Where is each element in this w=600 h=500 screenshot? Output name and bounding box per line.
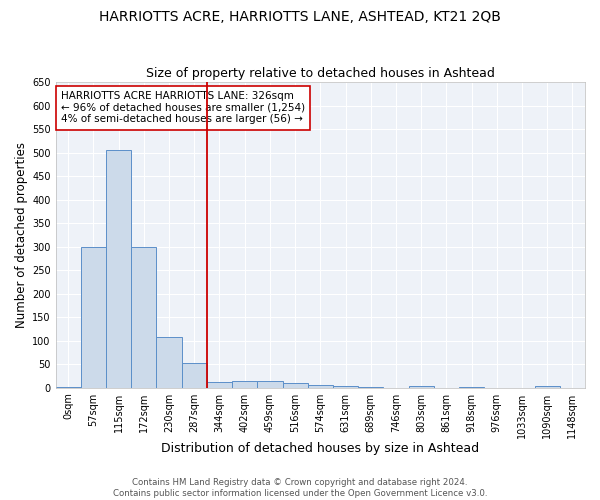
Bar [131, 246, 157, 388]
X-axis label: Distribution of detached houses by size in Ashtead: Distribution of detached houses by size … [161, 442, 479, 455]
Bar [459, 387, 484, 388]
Bar [81, 246, 106, 388]
Bar [535, 386, 560, 388]
Y-axis label: Number of detached properties: Number of detached properties [15, 142, 28, 328]
Bar [207, 382, 232, 388]
Bar [257, 381, 283, 388]
Text: HARRIOTTS ACRE, HARRIOTTS LANE, ASHTEAD, KT21 2QB: HARRIOTTS ACRE, HARRIOTTS LANE, ASHTEAD,… [99, 10, 501, 24]
Text: HARRIOTTS ACRE HARRIOTTS LANE: 326sqm
← 96% of detached houses are smaller (1,25: HARRIOTTS ACRE HARRIOTTS LANE: 326sqm ← … [61, 91, 305, 124]
Bar [308, 386, 333, 388]
Bar [232, 380, 257, 388]
Title: Size of property relative to detached houses in Ashtead: Size of property relative to detached ho… [146, 66, 495, 80]
Bar [358, 387, 383, 388]
Bar [182, 363, 207, 388]
Bar [157, 337, 182, 388]
Text: Contains HM Land Registry data © Crown copyright and database right 2024.
Contai: Contains HM Land Registry data © Crown c… [113, 478, 487, 498]
Bar [106, 150, 131, 388]
Bar [283, 383, 308, 388]
Bar [409, 386, 434, 388]
Bar [56, 387, 81, 388]
Bar [333, 386, 358, 388]
